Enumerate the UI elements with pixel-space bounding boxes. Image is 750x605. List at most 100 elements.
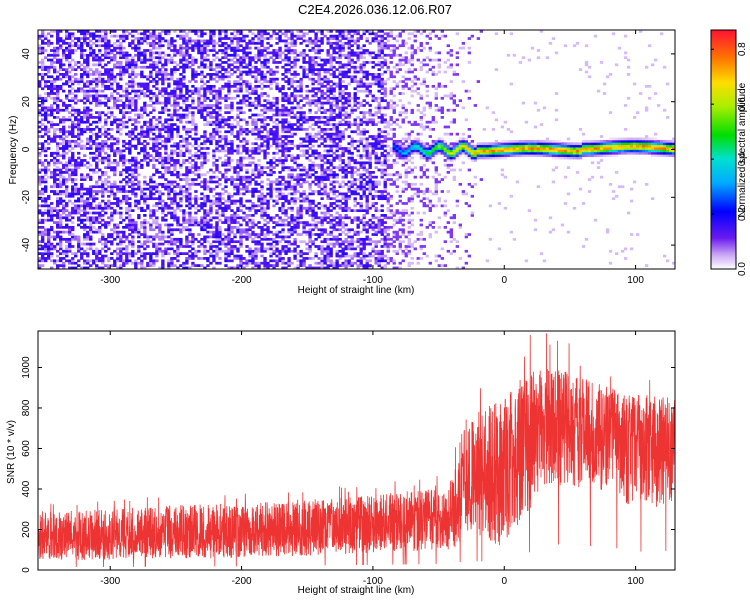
spectrogram-cell — [125, 209, 129, 212]
spectrogram-cell — [104, 63, 108, 67]
spectrogram-cell — [158, 154, 162, 158]
spectrogram-cell — [65, 135, 69, 138]
spectrogram-cell — [83, 266, 87, 269]
spectrogram-cell — [188, 211, 192, 215]
spectrogram-cell — [155, 221, 159, 224]
spectrogram-cell — [170, 233, 174, 236]
spectrogram-cell — [185, 194, 189, 198]
spectrogram-cell — [146, 264, 150, 267]
spectrogram-cell — [188, 168, 192, 172]
spectrogram-cell — [119, 252, 123, 256]
spectrogram-cell — [53, 190, 57, 193]
spectrogram-cell — [110, 120, 114, 124]
spectrogram-cell — [107, 156, 111, 160]
spectrogram-cell — [236, 147, 240, 150]
spectrogram-cell — [113, 149, 117, 153]
spectrogram-cell — [116, 106, 120, 110]
spectrogram-cell — [245, 175, 249, 179]
spectrogram-cell — [143, 218, 147, 222]
spectrogram-cell — [266, 216, 270, 220]
spectrogram-cell — [98, 101, 102, 105]
spectrogram-cell — [62, 118, 66, 122]
spectrogram-cell — [68, 261, 72, 265]
spectrogram-cell — [71, 58, 75, 62]
spectrogram-cell — [299, 233, 303, 236]
spectrogram-cell — [149, 51, 153, 55]
spectrogram-cell — [59, 127, 63, 131]
spectrogram-cell — [188, 266, 192, 269]
spectrogram-cell — [212, 163, 216, 167]
spectrogram-cell — [59, 214, 63, 217]
spectrogram-cell — [242, 175, 246, 179]
spectrogram-cell — [134, 75, 138, 79]
spectrogram-cell — [281, 163, 285, 167]
spectrogram-cell — [65, 96, 69, 100]
spectrogram-cell — [50, 254, 54, 258]
spectrogram-cell — [227, 233, 231, 236]
spectrogram-cell — [224, 190, 228, 193]
spectrogram-cell — [206, 159, 210, 162]
spectrogram-cell — [122, 113, 126, 117]
spectrogram-cell — [143, 230, 147, 234]
spectrogram-cell — [170, 202, 174, 205]
spectrogram-cell — [80, 41, 84, 45]
spectrogram-cell — [110, 166, 114, 169]
spectrogram-cell — [83, 127, 87, 131]
spectrogram-cell — [92, 225, 96, 229]
spectrogram-cell — [236, 75, 240, 79]
spectrogram-cell — [68, 237, 72, 241]
spectrogram-cell — [107, 77, 111, 81]
spectrogram-cell — [56, 144, 60, 148]
spectrogram-cell — [137, 173, 141, 177]
spectrogram-cell — [62, 137, 66, 141]
spectrogram-cell — [296, 216, 300, 220]
spectrogram-cell — [182, 58, 186, 62]
spectrogram-cell — [110, 123, 114, 126]
spectrogram-cell — [272, 166, 276, 169]
spectrogram-cell — [260, 237, 264, 241]
spectrogram-cell — [218, 75, 222, 79]
spectrogram-cell — [113, 202, 117, 205]
spectrogram-cell — [50, 104, 54, 107]
spectrogram-cell — [122, 116, 126, 119]
spectrogram-cell — [275, 125, 279, 129]
spectrogram-cell — [242, 144, 246, 148]
spectrogram-cell — [104, 171, 108, 174]
spectrogram-cell — [56, 37, 60, 40]
spectrogram-cell — [149, 254, 153, 258]
spectrogram-cell — [293, 144, 297, 148]
spectrogram-cell — [308, 206, 312, 210]
spectrogram-cell — [74, 206, 78, 210]
spectrogram-cell — [110, 127, 114, 131]
spectrogram-cell — [221, 202, 225, 205]
spectrogram-cell — [83, 94, 87, 98]
spectrogram-cell — [140, 147, 144, 150]
spectrogram-cell — [86, 108, 90, 112]
spectrogram-cell — [284, 235, 288, 239]
spectrogram-cell — [233, 266, 237, 269]
spectrogram-cell — [203, 137, 207, 141]
spectrogram-cell — [245, 120, 249, 124]
spectrogram-cell — [239, 230, 243, 234]
spectrogram-cell — [77, 264, 81, 267]
spectrogram-cell — [263, 139, 267, 143]
spectrogram-cell — [290, 106, 294, 110]
spectrogram-cell — [167, 206, 171, 210]
spectrogram-cell — [287, 68, 291, 71]
spectrogram-cell — [152, 242, 156, 246]
spectrogram-cell — [227, 142, 231, 146]
spectrogram-cell — [275, 113, 279, 117]
spectrogram-cell — [212, 171, 216, 174]
spectrogram-cell — [104, 237, 108, 241]
spectrogram-cell — [134, 230, 138, 234]
spectrogram-cell — [116, 142, 120, 146]
spectrogram-cell — [188, 223, 192, 227]
spectrogram-cell — [227, 44, 231, 48]
spectrogram-cell — [221, 49, 225, 52]
spectrogram-cell — [143, 266, 147, 269]
spectrogram-cell — [197, 111, 201, 114]
spectrogram-cell — [269, 173, 273, 177]
spectrogram-cell — [62, 127, 66, 131]
spectrogram-cell — [266, 266, 270, 269]
spectrogram-cell — [152, 147, 156, 150]
